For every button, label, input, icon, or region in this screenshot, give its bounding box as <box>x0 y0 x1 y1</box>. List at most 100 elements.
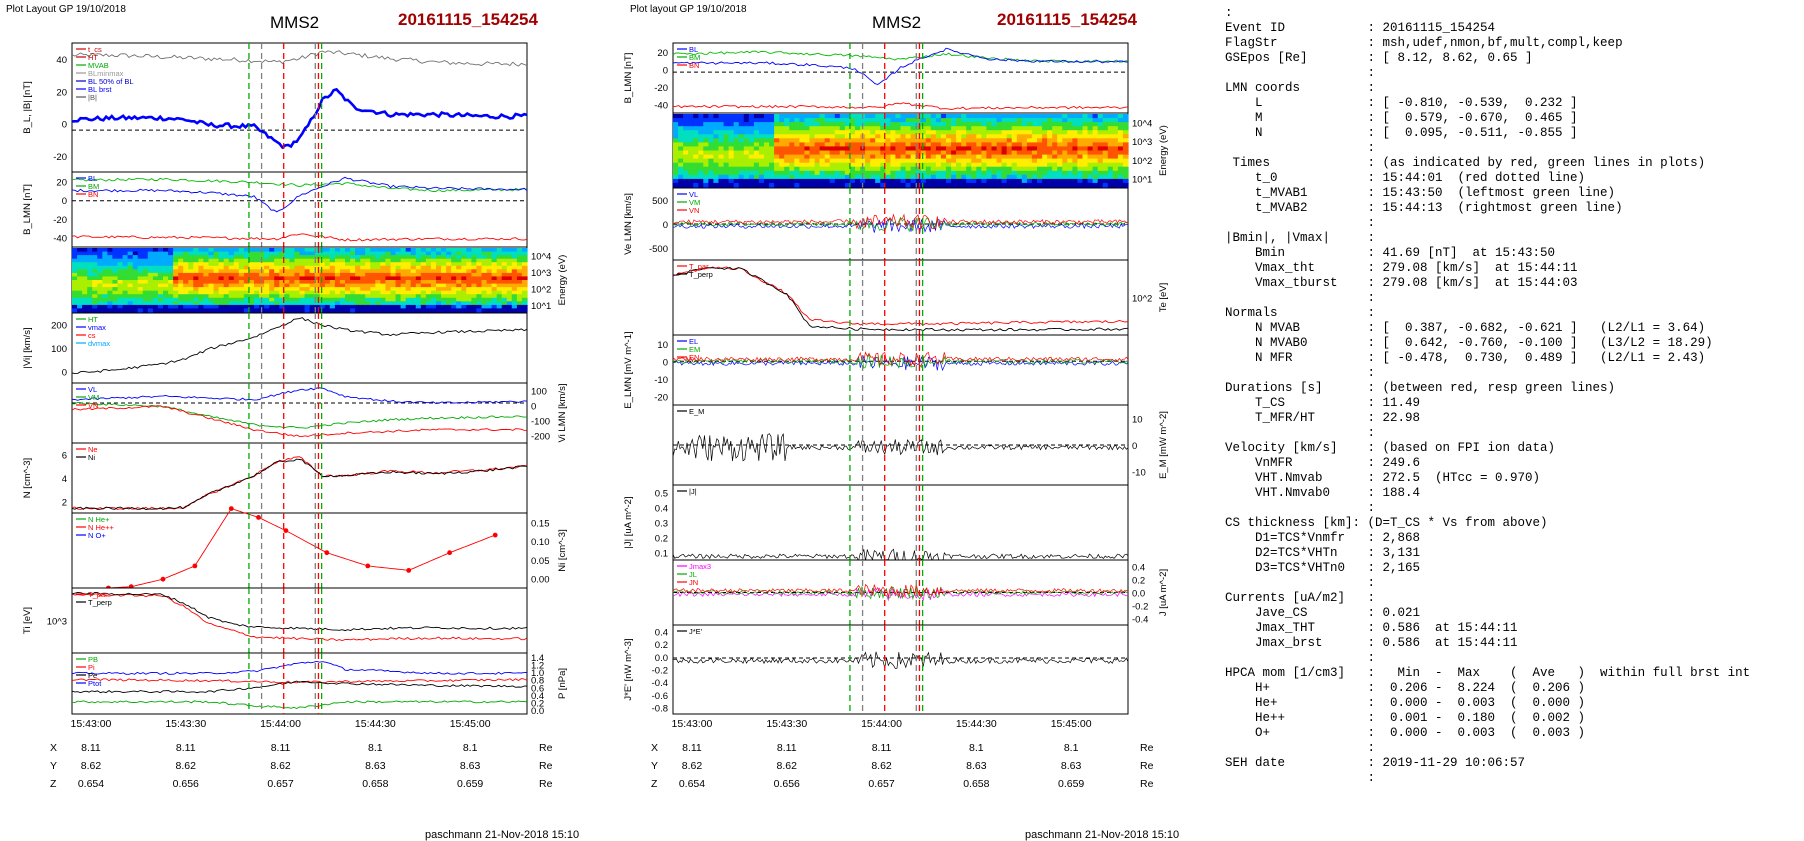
spectrogram-cell <box>703 162 709 168</box>
spectrogram-cell <box>102 304 108 310</box>
spectrogram-cell <box>743 134 750 139</box>
spectrogram-cell <box>324 290 331 295</box>
spectrogram-cell <box>339 251 346 256</box>
spectrogram-cell <box>380 255 387 260</box>
spectrogram-cell <box>395 304 402 310</box>
spectrogram-cell <box>420 294 427 299</box>
spectrogram-cell <box>1077 154 1084 160</box>
spectrogram-cell <box>764 122 770 127</box>
spectrogram-cell <box>97 301 103 306</box>
spectrogram-cell <box>1092 166 1099 172</box>
spectrogram-cell <box>370 269 376 274</box>
spectrogram-cell <box>1011 126 1018 131</box>
spectrogram-cell <box>733 130 740 135</box>
spectrogram-cell <box>441 272 447 278</box>
spectrogram-cell <box>758 126 765 131</box>
spectrogram-cell <box>824 166 831 172</box>
spectrogram-cell <box>1107 138 1114 143</box>
spectrogram-cell <box>238 262 245 267</box>
spectrogram-cell <box>940 178 947 184</box>
spectrogram-cell <box>789 170 795 176</box>
spectrogram-cell <box>966 138 972 143</box>
spectrogram-cell <box>910 166 917 172</box>
spectrogram-cell <box>441 304 447 310</box>
spectrogram-cell <box>451 304 457 310</box>
spectrogram-cell <box>703 118 709 123</box>
spectrogram-cell <box>1122 142 1129 148</box>
spectrogram-cell <box>420 272 427 278</box>
spectrogram-cell <box>324 304 331 310</box>
spectrogram-cell <box>976 170 982 176</box>
spectrogram-cell <box>839 150 846 156</box>
spectrogram-cell <box>925 174 932 180</box>
spectrogram-cell <box>314 276 321 281</box>
spectrogram-cell <box>183 280 189 285</box>
summary-line: : <box>1225 741 1376 755</box>
spectrogram-cell <box>254 258 260 263</box>
spectrogram-cell <box>355 265 361 270</box>
y-axis-label: Ni [cm^-3] <box>557 529 568 571</box>
legend-label: Ne <box>88 445 98 454</box>
spectrogram-cell <box>678 138 684 143</box>
spectrogram-cell <box>718 162 725 168</box>
spectrogram-cell <box>915 178 922 184</box>
spectrogram-cell <box>809 182 816 188</box>
spectrogram-cell <box>683 178 689 184</box>
spectrogram-cell <box>946 150 952 156</box>
spectrogram-cell <box>981 130 988 135</box>
spectrogram-cell <box>743 170 750 176</box>
spectrogram-cell <box>991 170 998 176</box>
spectrogram-cell <box>1001 174 1008 180</box>
spectrogram-cell <box>122 308 129 313</box>
spectrogram-cell <box>380 258 387 263</box>
spectrogram-cell <box>1011 134 1018 139</box>
spectrogram-cell <box>147 265 154 270</box>
spectrogram-cell <box>1107 166 1114 172</box>
spectrogram-cell <box>996 174 1003 180</box>
spectrogram-cell <box>1011 150 1018 156</box>
spectrogram-cell <box>728 162 735 168</box>
spectrogram-cell <box>855 134 861 139</box>
spectrogram-cell <box>849 154 856 160</box>
spectrogram-cell <box>1112 150 1119 156</box>
spectrogram-cell <box>996 178 1003 184</box>
spectrogram-cell <box>733 114 740 119</box>
spectrogram-cell <box>243 280 250 285</box>
spectrogram-cell <box>476 276 483 281</box>
spectrogram-cell <box>294 251 301 256</box>
spectrogram-cell <box>1011 158 1018 164</box>
spectrogram-cell <box>794 146 800 152</box>
spectrogram-cell <box>173 280 179 285</box>
spectrogram-cell <box>723 142 730 148</box>
spectrogram-cell <box>496 287 503 292</box>
spectrogram-cell <box>309 304 316 310</box>
spectrogram-cell <box>142 269 149 274</box>
spectrogram-cell <box>1117 118 1124 123</box>
spectrogram-cell <box>865 178 871 184</box>
spectrogram-cell <box>890 166 897 172</box>
spectrogram-cell <box>163 269 169 274</box>
spectrogram-cell <box>753 170 760 176</box>
spectrogram-cell <box>456 283 462 288</box>
legend-label: JL <box>689 570 697 579</box>
spectrogram-cell <box>713 150 720 156</box>
spectrogram-cell <box>350 304 356 310</box>
spectrogram-cell <box>218 287 225 292</box>
spectrogram-cell <box>122 287 129 292</box>
spectrogram-cell <box>996 134 1003 139</box>
spectrogram-cell <box>743 126 750 131</box>
spectrogram-cell <box>223 276 230 281</box>
spectrogram-cell <box>420 301 427 306</box>
summary-line: : <box>1225 771 1376 785</box>
spectrogram-cell <box>1112 142 1119 148</box>
spectrogram-cell <box>678 122 684 127</box>
spectrogram-cell <box>829 142 836 148</box>
spectrogram-cell <box>870 158 876 164</box>
y-axis-label: J [uA m^-2] <box>1158 569 1169 616</box>
spectrogram-cell <box>198 290 205 295</box>
spectrogram-cell <box>157 262 164 267</box>
spectrogram-cell <box>309 308 316 313</box>
spectrogram-cell <box>163 304 169 310</box>
legend-label: MVAB <box>88 61 109 70</box>
spectrogram-cell <box>1077 138 1084 143</box>
